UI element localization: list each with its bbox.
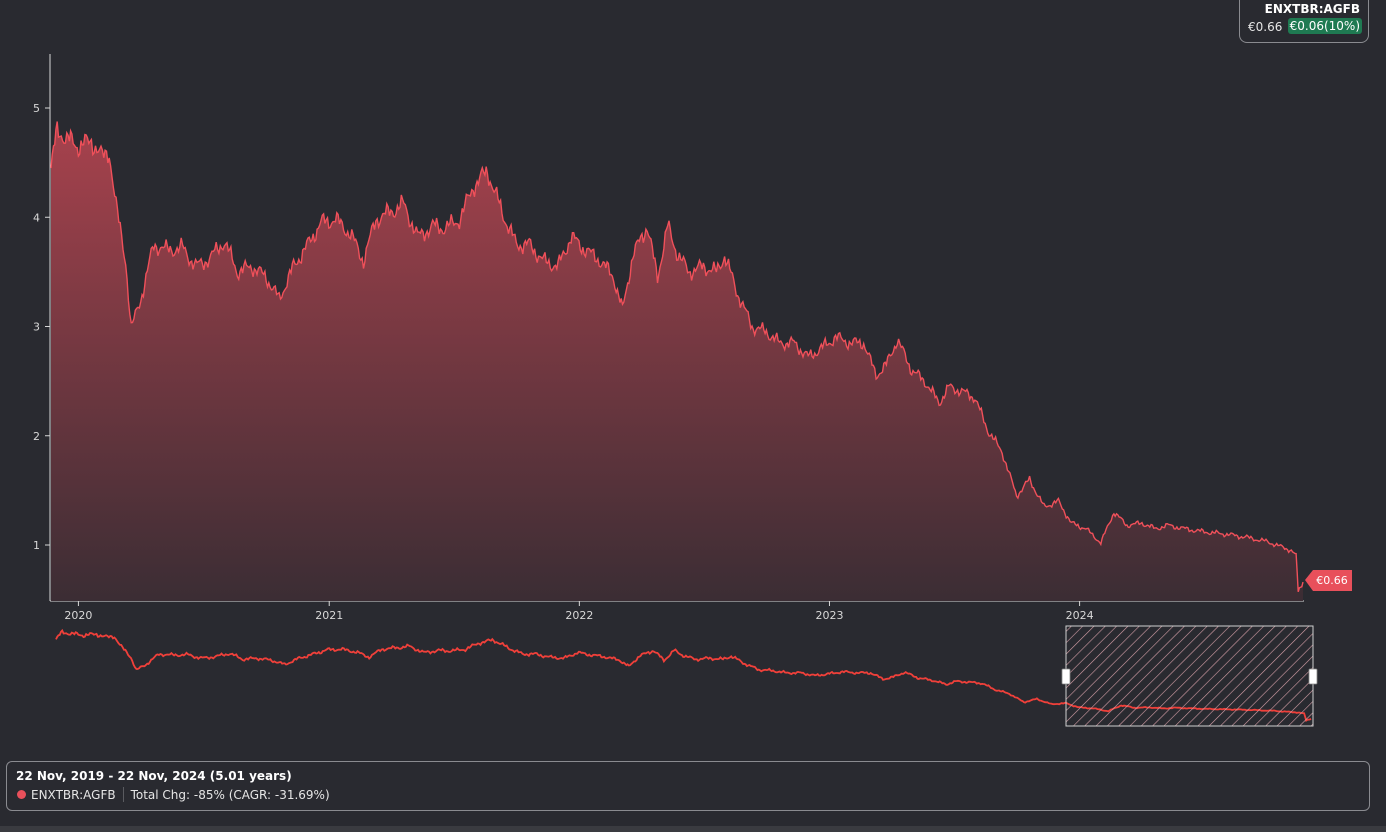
y-tick-label: 4 <box>33 211 40 224</box>
navigator-selection[interactable] <box>1065 625 1314 727</box>
navigator-left-handle[interactable] <box>1061 668 1071 685</box>
last-price-label: €0.66 <box>1316 574 1348 587</box>
x-tick-label: 2023 <box>815 609 843 622</box>
price-chart: 1 2 3 4 5 2020 2021 2022 2023 2024 €0.66 <box>33 54 1352 727</box>
x-tick-label: 2021 <box>315 609 343 622</box>
price-area <box>51 121 1303 601</box>
y-axis: 1 2 3 4 5 <box>33 54 51 601</box>
x-tick-label: 2022 <box>565 609 593 622</box>
y-axis-ticks: 1 2 3 4 5 <box>33 102 50 552</box>
x-tick-label: 2024 <box>1066 609 1094 622</box>
ticker-price: €0.66 <box>1248 20 1283 34</box>
y-tick-label: 3 <box>33 321 40 334</box>
y-tick-label: 2 <box>33 430 40 443</box>
ticker-symbol: ENXTBR:AGFB <box>1264 2 1360 16</box>
series-color-dot <box>17 790 26 799</box>
x-tick-label: 2020 <box>64 609 92 622</box>
summary-panel: 22 Nov, 2019 - 22 Nov, 2024 (5.01 years)… <box>6 761 1370 811</box>
series-label: ENXTBR:AGFB <box>31 787 116 802</box>
legend-divider <box>122 787 124 802</box>
y-tick-label: 1 <box>33 539 40 552</box>
ticker-box: ENXTBR:AGFB €0.66 €0.06(10%) <box>1239 0 1369 43</box>
price-line <box>50 121 1304 593</box>
bottom-strip <box>0 826 1386 832</box>
legend-row: ENXTBR:AGFB Total Chg: -85% (CAGR: -31.6… <box>17 787 330 802</box>
y-tick-label: 5 <box>33 102 40 115</box>
ticker-change-badge: €0.06(10%) <box>1287 18 1362 34</box>
date-range: 22 Nov, 2019 - 22 Nov, 2024 (5.01 years) <box>16 769 292 783</box>
last-price-flag <box>1305 570 1352 591</box>
x-axis: 2020 2021 2022 2023 2024 <box>50 600 1304 622</box>
navigator-right-handle[interactable] <box>1308 668 1318 685</box>
x-axis-ticks: 2020 2021 2022 2023 2024 <box>64 601 1094 622</box>
total-change: Total Chg: -85% (CAGR: -31.69%) <box>130 787 330 802</box>
navigator[interactable] <box>55 625 1318 727</box>
last-price-marker: €0.66 <box>1305 570 1352 591</box>
